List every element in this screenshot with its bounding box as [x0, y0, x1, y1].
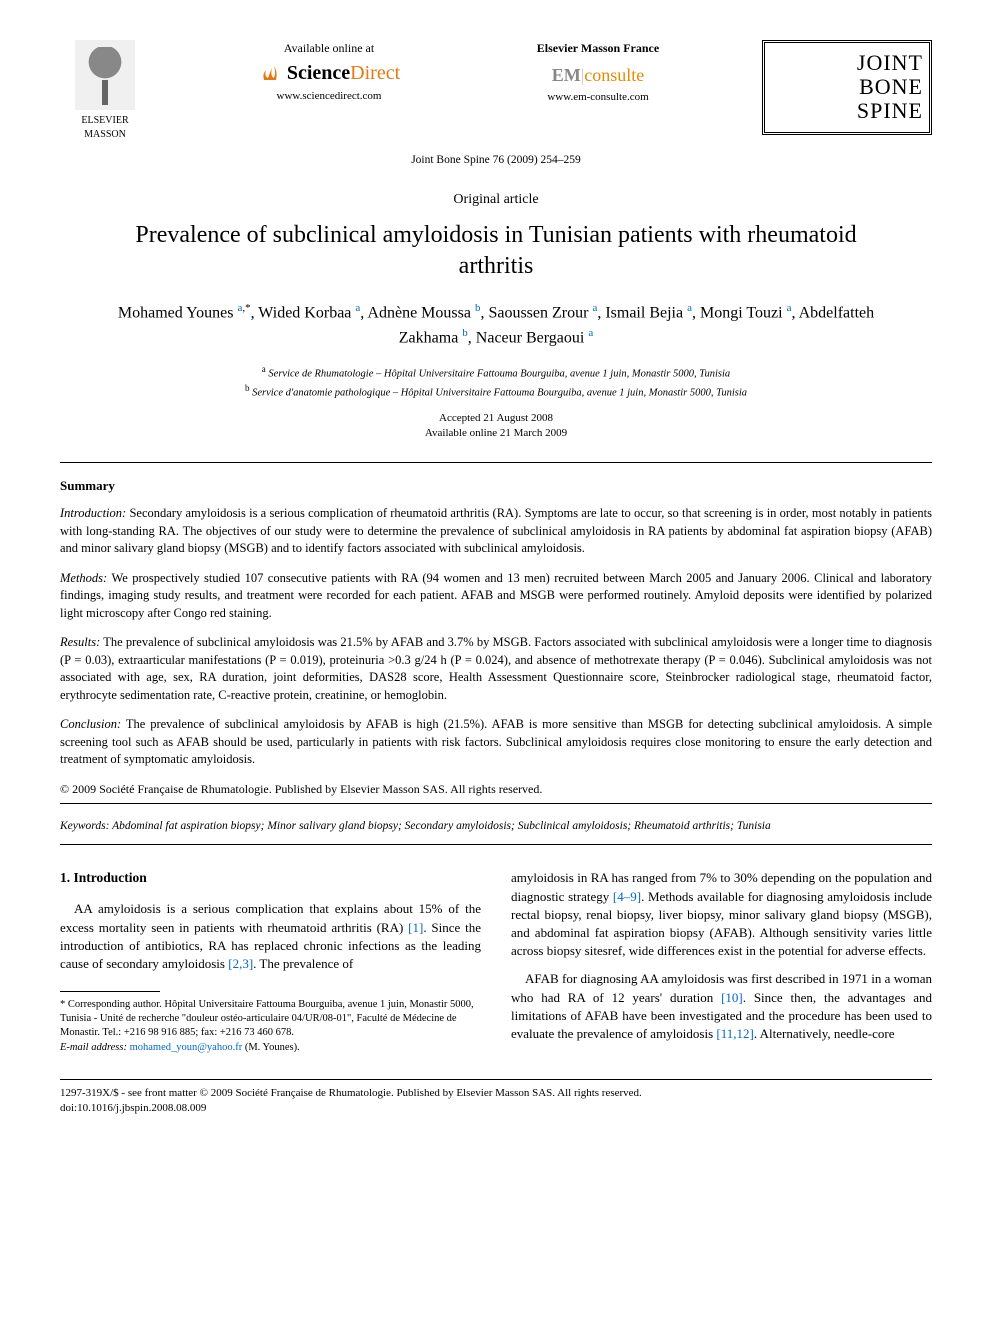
left-column: 1. Introduction AA amyloidosis is a seri…: [60, 869, 481, 1054]
journal-title-line3: SPINE: [771, 99, 923, 123]
author: Ismail Bejia: [605, 304, 683, 321]
body-paragraph: amyloidosis in RA has ranged from 7% to …: [511, 869, 932, 960]
journal-title-line2: BONE: [771, 75, 923, 99]
footnote-separator: [60, 991, 160, 992]
affiliations: a Service de Rhumatologie – Hôpital Univ…: [60, 363, 932, 401]
sd-available-text: Available online at: [224, 40, 434, 57]
email-link[interactable]: mohamed_youn@yahoo.fr: [130, 1042, 243, 1053]
author: Wided Korbaa: [258, 304, 351, 321]
abstract-conclusion: Conclusion: The prevalence of subclinica…: [60, 716, 932, 769]
tree-icon: [75, 40, 135, 110]
keywords-label: Keywords:: [60, 820, 109, 832]
affiliation-b: Service d'anatomie pathologique – Hôpita…: [252, 387, 747, 398]
keywords-list: Abdominal fat aspiration biopsy; Minor s…: [112, 820, 771, 832]
results-text: The prevalence of subclinical amyloidosi…: [60, 635, 932, 702]
abstract-results: Results: The prevalence of subclinical a…: [60, 634, 932, 704]
em-url[interactable]: www.em-consulte.com: [508, 90, 688, 105]
author: Naceur Bergaoui: [476, 330, 585, 347]
body-paragraph: AA amyloidosis is a serious complication…: [60, 900, 481, 973]
summary-heading: Summary: [60, 477, 932, 495]
email-who: (M. Younes).: [245, 1042, 300, 1053]
header-logos-row: ELSEVIER MASSON Available online at Scie…: [60, 40, 932, 142]
sd-flame-icon: [258, 62, 282, 82]
ref-link[interactable]: [2,3]: [228, 956, 253, 971]
author: Mongi Touzi: [700, 304, 783, 321]
article-dates: Accepted 21 August 2008 Available online…: [60, 411, 932, 442]
emconsulte-block: Elsevier Masson France EM|consulte www.e…: [508, 40, 688, 105]
affiliation-a: Service de Rhumatologie – Hôpital Univer…: [268, 368, 730, 379]
methods-text: We prospectively studied 107 consecutive…: [60, 571, 932, 620]
sd-logo-left: Science: [287, 62, 350, 84]
body-paragraph: AFAB for diagnosing AA amyloidosis was f…: [511, 970, 932, 1043]
ref-link[interactable]: [4–9]: [613, 889, 641, 904]
footer-copyright: 1297-319X/$ - see front matter © 2009 So…: [60, 1086, 932, 1101]
sciencedirect-block: Available online at ScienceDirect www.sc…: [224, 40, 434, 104]
emconsulte-logo: EM|consulte: [508, 63, 688, 88]
methods-label: Methods:: [60, 571, 107, 585]
conclusion-label: Conclusion:: [60, 717, 121, 731]
abstract-copyright: © 2009 Société Française de Rhumatologie…: [60, 781, 932, 798]
publisher-name: ELSEVIER MASSON: [60, 114, 150, 142]
ref-link[interactable]: [10]: [721, 990, 743, 1005]
ref-link[interactable]: [1]: [408, 920, 423, 935]
em-publisher-name: Elsevier Masson France: [508, 40, 688, 57]
conclusion-text: The prevalence of subclinical amyloidosi…: [60, 717, 932, 766]
em-logo-left: EM: [552, 65, 581, 85]
body-columns: 1. Introduction AA amyloidosis is a seri…: [60, 869, 932, 1054]
divider: [60, 462, 932, 463]
author: Adnène Moussa: [367, 304, 471, 321]
intro-text: Secondary amyloidosis is a serious compl…: [60, 506, 932, 555]
corr-label: * Corresponding author.: [60, 999, 162, 1010]
section-heading: 1. Introduction: [60, 869, 481, 888]
sciencedirect-logo: ScienceDirect: [224, 59, 434, 87]
abstract-methods: Methods: We prospectively studied 107 co…: [60, 570, 932, 623]
accepted-date: Accepted 21 August 2008: [60, 411, 932, 426]
divider: [60, 844, 932, 845]
keywords-row: Keywords: Abdominal fat aspiration biops…: [60, 818, 932, 834]
email-footnote: E-mail address: mohamed_youn@yahoo.fr (M…: [60, 1041, 481, 1055]
page-footer: 1297-319X/$ - see front matter © 2009 So…: [60, 1079, 932, 1117]
corresponding-author-footnote: * Corresponding author. Hôpital Universi…: [60, 998, 481, 1041]
article-type: Original article: [60, 190, 932, 210]
elsevier-masson-logo: ELSEVIER MASSON: [60, 40, 150, 142]
abstract-intro: Introduction: Secondary amyloidosis is a…: [60, 505, 932, 558]
sd-logo-right: Direct: [350, 62, 400, 84]
online-date: Available online 21 March 2009: [60, 426, 932, 441]
ref-link[interactable]: [11,12]: [716, 1026, 753, 1041]
citation-line: Joint Bone Spine 76 (2009) 254–259: [60, 152, 932, 168]
results-label: Results:: [60, 635, 100, 649]
email-label: E-mail address:: [60, 1042, 127, 1053]
journal-title-box: JOINT BONE SPINE: [762, 40, 932, 135]
article-title: Prevalence of subclinical amyloidosis in…: [60, 220, 932, 282]
authors-list: Mohamed Younes a,*, Wided Korbaa a, Adnè…: [60, 300, 932, 351]
divider: [60, 803, 932, 804]
sd-url[interactable]: www.sciencedirect.com: [224, 89, 434, 104]
footer-doi: doi:10.1016/j.jbspin.2008.08.009: [60, 1101, 932, 1116]
right-column: amyloidosis in RA has ranged from 7% to …: [511, 869, 932, 1054]
author: Saoussen Zrour: [488, 304, 588, 321]
intro-label: Introduction:: [60, 506, 126, 520]
em-logo-right: consulte: [584, 65, 644, 85]
author: Mohamed Younes: [118, 304, 234, 321]
corr-star: ,*: [242, 302, 250, 314]
journal-title-line1: JOINT: [771, 51, 923, 75]
